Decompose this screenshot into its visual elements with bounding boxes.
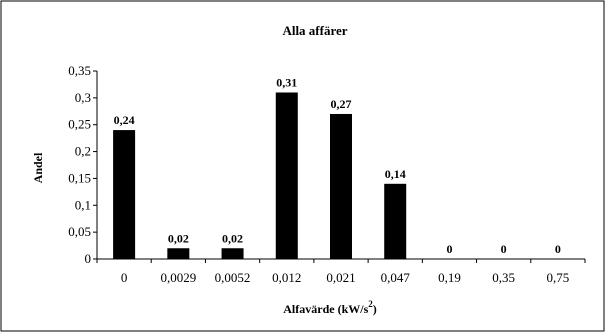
y-tick-label: 0,2 — [75, 144, 91, 159]
x-tick-label: 0,0029 — [160, 270, 196, 285]
data-label: 0 — [501, 242, 507, 256]
y-tick-label: 0,05 — [68, 224, 91, 239]
x-tick-label: 0,047 — [381, 270, 411, 285]
data-label: 0,27 — [331, 97, 352, 111]
x-tick-label: 0,021 — [326, 270, 355, 285]
y-tick-label: 0,3 — [75, 90, 91, 105]
data-label: 0,14 — [385, 167, 406, 181]
bar — [221, 248, 244, 259]
y-tick-label: 0,25 — [68, 117, 91, 132]
bars — [113, 92, 407, 259]
x-axis-label-suffix: ) — [373, 302, 377, 316]
data-label: 0,02 — [168, 231, 189, 245]
x-tick-label: 0,19 — [438, 270, 461, 285]
x-tick-label: 0 — [121, 270, 128, 285]
x-tick-label: 0,0052 — [215, 270, 251, 285]
y-tick-label: 0,35 — [68, 63, 91, 78]
bar — [384, 183, 407, 259]
y-axis-ticks: 0 0,05 0,1 0,15 0,2 0,25 0,3 0,35 — [68, 63, 97, 266]
data-label: 0 — [555, 242, 561, 256]
y-tick-label: 0 — [85, 251, 92, 266]
data-label: 0,02 — [222, 231, 243, 245]
data-label: 0 — [446, 242, 452, 256]
x-tick-label: 0,75 — [547, 270, 570, 285]
y-tick-label: 0,1 — [75, 197, 91, 212]
data-labels: 0,24 0,02 0,02 0,31 0,27 0,14 0 0 0 — [114, 75, 561, 256]
data-label: 0,31 — [276, 75, 297, 89]
bar — [113, 130, 136, 259]
x-tick-label: 0,35 — [492, 270, 515, 285]
x-axis-label-superscript: 2 — [368, 299, 373, 309]
data-label: 0,24 — [114, 113, 135, 127]
bar — [167, 248, 190, 259]
bar — [330, 113, 352, 259]
x-axis-label: Alfavärde (kW/s2) — [283, 299, 377, 316]
y-tick-label: 0,15 — [68, 170, 91, 185]
y-axis-label: Andel — [31, 152, 45, 183]
x-tick-label: 0,012 — [272, 270, 301, 285]
x-axis-ticks: 0 0,0029 0,0052 0,012 0,021 0,047 0,19 0,35 0,75 — [96, 259, 586, 285]
chart-title: Alla affärer — [282, 23, 347, 38]
x-axis-label-main: Alfavärde (kW/s — [283, 302, 368, 316]
bar — [275, 92, 298, 259]
